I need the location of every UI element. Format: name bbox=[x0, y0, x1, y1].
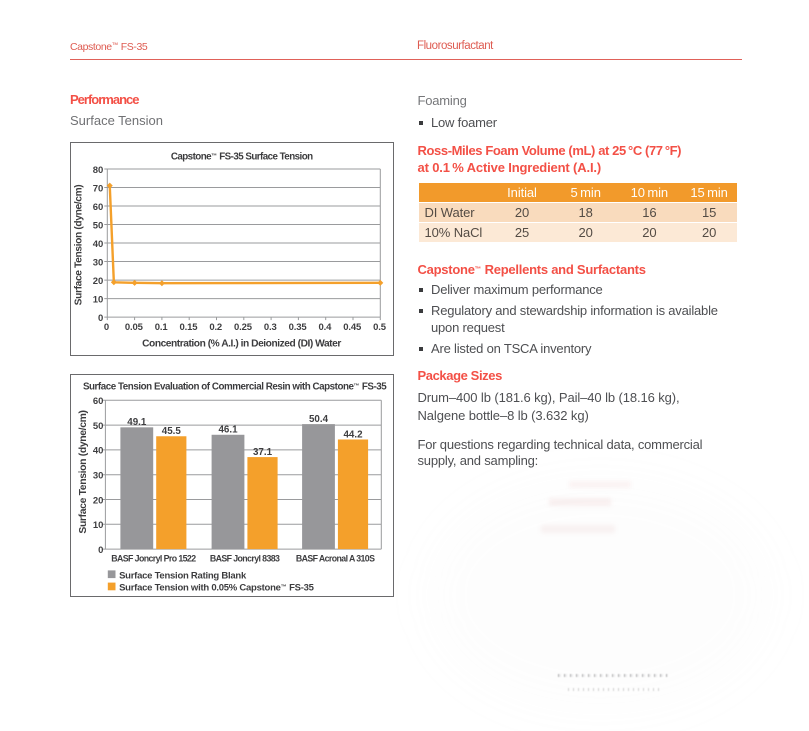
svg-text:50: 50 bbox=[93, 420, 104, 431]
svg-text:Capstone™ FS-35 Surface Tensio: Capstone™ FS-35 Surface Tension bbox=[171, 151, 313, 162]
svg-text:0.15: 0.15 bbox=[179, 322, 198, 333]
svg-text:80: 80 bbox=[93, 164, 104, 175]
svg-text:30: 30 bbox=[93, 470, 104, 481]
svg-text:30: 30 bbox=[93, 257, 104, 268]
svg-text:0.5: 0.5 bbox=[373, 322, 387, 333]
svg-text:40: 40 bbox=[93, 238, 104, 249]
svg-text:Surface Tension (dyne/cm): Surface Tension (dyne/cm) bbox=[74, 184, 85, 305]
svg-text:Concentration (% A.I.) in Deio: Concentration (% A.I.) in Deionized (DI)… bbox=[142, 338, 341, 349]
svg-text:Surface Tension Rating Blank: Surface Tension Rating Blank bbox=[119, 570, 247, 581]
svg-text:0: 0 bbox=[104, 322, 109, 333]
svg-text:60: 60 bbox=[93, 396, 104, 407]
svg-text:BASF Joncryl 8383: BASF Joncryl 8383 bbox=[210, 553, 280, 563]
svg-text:49.1: 49.1 bbox=[127, 417, 147, 428]
svg-text:10: 10 bbox=[93, 520, 104, 531]
svg-text:0.4: 0.4 bbox=[319, 322, 333, 333]
svg-text:Surface Tension Evaluation of: Surface Tension Evaluation of Commercial… bbox=[83, 381, 387, 392]
svg-text:50.4: 50.4 bbox=[309, 413, 329, 424]
svg-text:44.2: 44.2 bbox=[343, 429, 363, 440]
svg-text:10: 10 bbox=[93, 294, 104, 305]
svg-text:0.35: 0.35 bbox=[289, 322, 308, 333]
svg-text:20: 20 bbox=[93, 275, 104, 286]
svg-text:Surface Tension with 0.05% Cap: Surface Tension with 0.05% Capstone™ FS-… bbox=[119, 582, 315, 593]
svg-text:45.5: 45.5 bbox=[162, 426, 182, 437]
svg-text:Surface Tension (dyne/cm): Surface Tension (dyne/cm) bbox=[78, 410, 89, 533]
svg-text:0.2: 0.2 bbox=[209, 322, 222, 333]
svg-text:70: 70 bbox=[93, 183, 104, 194]
svg-text:BASF Acronal A 310S: BASF Acronal A 310S bbox=[296, 553, 375, 563]
svg-text:0.25: 0.25 bbox=[234, 322, 253, 333]
svg-text:37.1: 37.1 bbox=[253, 446, 273, 457]
svg-text:0: 0 bbox=[98, 312, 103, 323]
svg-text:0.3: 0.3 bbox=[264, 322, 277, 333]
svg-text:40: 40 bbox=[93, 445, 104, 456]
svg-text:0: 0 bbox=[98, 544, 103, 555]
svg-text:0.45: 0.45 bbox=[343, 322, 362, 333]
svg-text:BASF Joncryl Pro 1522: BASF Joncryl Pro 1522 bbox=[111, 553, 196, 563]
svg-text:46.1: 46.1 bbox=[218, 424, 238, 435]
svg-text:0.1: 0.1 bbox=[155, 322, 169, 333]
svg-text:50: 50 bbox=[93, 220, 104, 231]
svg-text:20: 20 bbox=[93, 495, 104, 506]
svg-text:0.05: 0.05 bbox=[125, 322, 144, 333]
svg-text:60: 60 bbox=[93, 201, 104, 212]
